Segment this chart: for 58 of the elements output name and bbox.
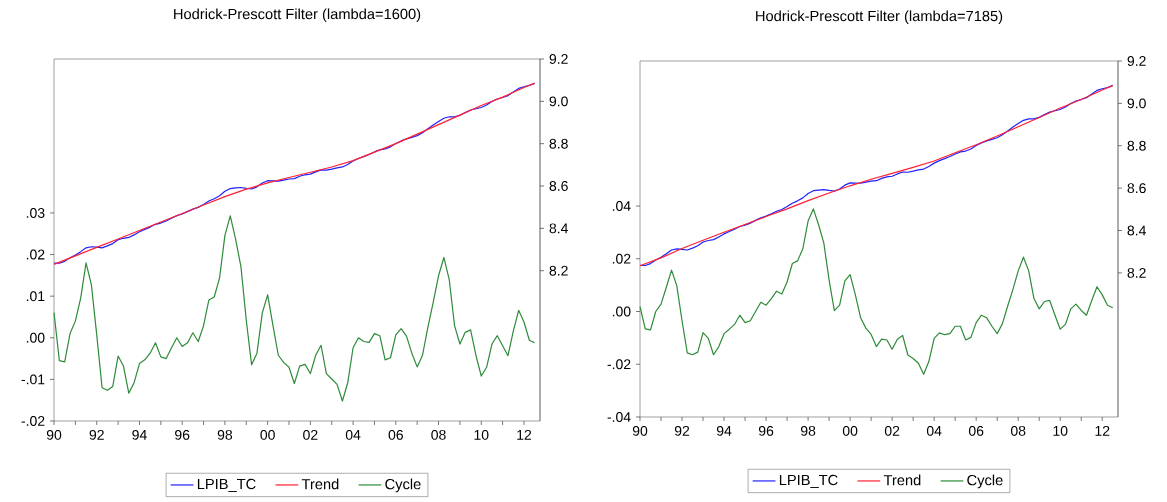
x-tick-label: 04 [345, 429, 361, 440]
x-tick-label: 06 [388, 429, 403, 440]
y-tick-label: .02 [26, 249, 45, 260]
x-tick-label: 94 [132, 429, 147, 440]
x-tick-label: 94 [716, 425, 732, 436]
y-tick-label: -.01 [21, 374, 45, 385]
y2-tick-label: 8.4 [1127, 225, 1146, 236]
chart-title: Hodrick-Prescott Filter (lambda=7185) [756, 10, 1003, 25]
x-tick-label: 08 [1010, 425, 1026, 436]
x-tick-label: 98 [800, 425, 816, 436]
legend-label: Cycle [967, 474, 1003, 489]
y2-tick-label: 9.0 [549, 96, 568, 107]
y2-tick-label: 9.0 [1127, 98, 1146, 109]
y-tick-label: .04 [612, 201, 631, 211]
x-tick-label: 04 [926, 425, 942, 436]
y2-tick-label: 8.8 [1127, 140, 1146, 151]
x-tick-label: 92 [674, 425, 690, 436]
x-tick-label: 98 [217, 429, 233, 440]
x-tick-label: 90 [46, 429, 62, 440]
y-tick-label: .00 [26, 332, 45, 343]
x-tick-label: 02 [303, 429, 318, 440]
y2-tick-label: 9.2 [549, 54, 568, 64]
y2-tick-label: 9.2 [1127, 56, 1146, 66]
y2-tick-label: 8.2 [1127, 267, 1146, 278]
x-tick-label: 92 [89, 429, 104, 440]
legend-label: Cycle [385, 478, 421, 493]
y-tick-label: -.02 [607, 359, 631, 370]
line-series [639, 84, 1114, 267]
x-tick-label: 00 [842, 425, 858, 436]
x-tick-label: 96 [175, 429, 190, 440]
y2-tick-label: 8.4 [549, 223, 568, 234]
legend-label: Trend [301, 478, 339, 490]
x-tick-label: 90 [632, 425, 648, 436]
x-tick-label: 08 [431, 429, 446, 440]
y-tick-label: .01 [26, 291, 45, 302]
line-series [53, 215, 536, 402]
y2-tick-label: 8.6 [1127, 183, 1146, 194]
y2-tick-label: 8.6 [549, 181, 568, 191]
y2-tick-label: 8.8 [549, 138, 568, 149]
legend-label: LPIB_TC [779, 474, 838, 488]
chart-title: Hodrick-Prescott Filter (lambda=1600) [174, 8, 421, 23]
x-tick-label: 00 [260, 429, 275, 440]
x-tick-label: 12 [517, 429, 532, 440]
line-series [639, 208, 1114, 375]
x-tick-label: 12 [1095, 425, 1110, 436]
legend-label: LPIB_TC [197, 478, 256, 492]
y-tick-label: .03 [26, 208, 45, 218]
legend-label: Trend [883, 474, 921, 486]
x-tick-label: 10 [474, 429, 489, 440]
y-tick-label: -.02 [21, 416, 45, 426]
x-tick-label: 96 [758, 425, 774, 436]
y-tick-label: .00 [612, 306, 631, 317]
y-tick-label: -.04 [607, 412, 631, 422]
x-tick-label: 06 [968, 425, 984, 436]
y2-tick-label: 8.2 [549, 265, 568, 276]
y-tick-label: .02 [612, 253, 631, 264]
x-tick-label: 10 [1053, 425, 1068, 436]
x-tick-label: 02 [884, 425, 900, 436]
